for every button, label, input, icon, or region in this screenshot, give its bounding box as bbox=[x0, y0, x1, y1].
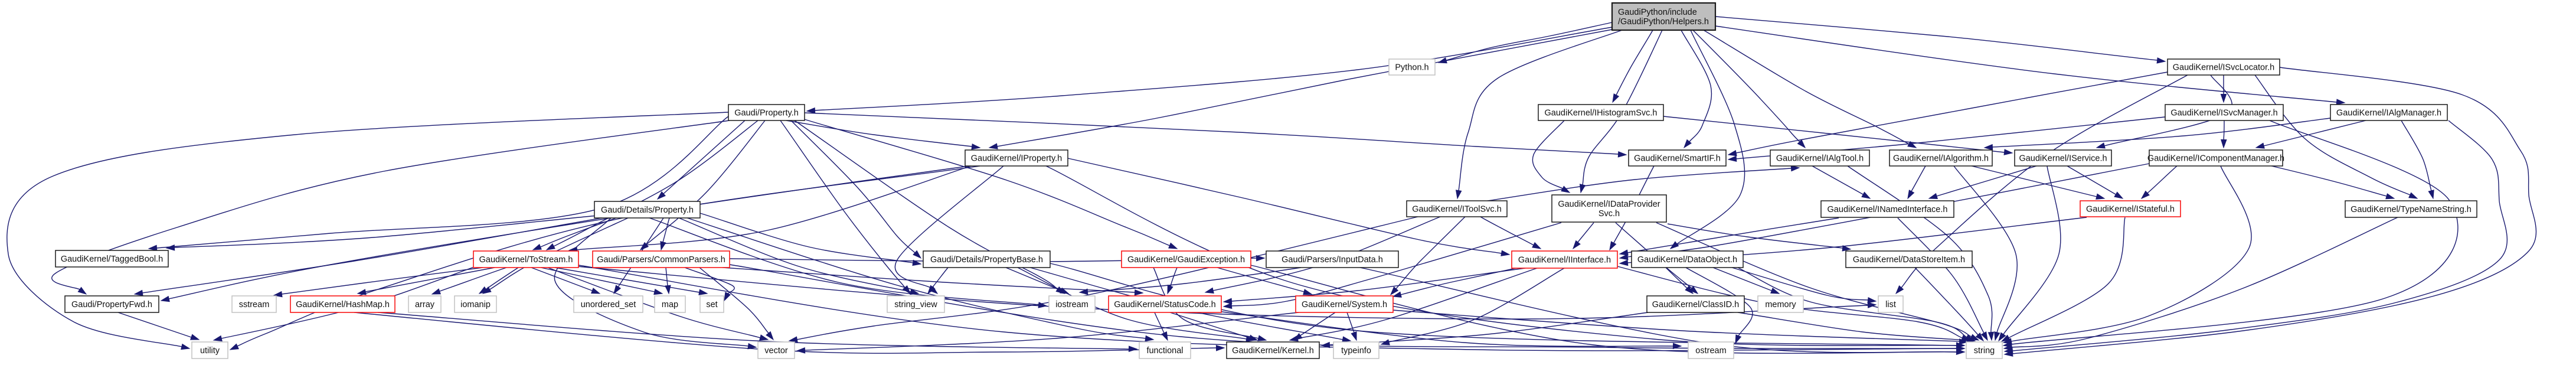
svg-text:GaudiKernel/HashMap.h: GaudiKernel/HashMap.h bbox=[296, 300, 390, 309]
svg-text:Gaudi/Parsers/CommonParsers.h: Gaudi/Parsers/CommonParsers.h bbox=[597, 255, 725, 265]
svg-text:GaudiKernel/ISvcLocator.h: GaudiKernel/ISvcLocator.h bbox=[2173, 63, 2275, 72]
svg-text:GaudiKernel/IComponentManager.: GaudiKernel/IComponentManager.h bbox=[2147, 154, 2284, 163]
svg-text:GaudiKernel/IService.h: GaudiKernel/IService.h bbox=[2019, 154, 2107, 163]
svg-text:iostream: iostream bbox=[1055, 300, 1088, 309]
svg-text:GaudiKernel/INamedInterface.h: GaudiKernel/INamedInterface.h bbox=[1828, 205, 1948, 214]
svg-text:GaudiKernel/SmartIF.h: GaudiKernel/SmartIF.h bbox=[1634, 154, 1721, 163]
svg-text:sstream: sstream bbox=[239, 300, 270, 309]
svg-text:Gaudi/Details/PropertyBase.h: Gaudi/Details/PropertyBase.h bbox=[930, 255, 1043, 265]
svg-text:Gaudi/PropertyFwd.h: Gaudi/PropertyFwd.h bbox=[71, 300, 152, 309]
svg-text:GaudiPython/include: GaudiPython/include bbox=[1618, 8, 1697, 17]
svg-text:functional: functional bbox=[1146, 346, 1183, 356]
svg-text:GaudiKernel/DataStoreItem.h: GaudiKernel/DataStoreItem.h bbox=[1853, 255, 1965, 265]
svg-text:/GaudiPython/Helpers.h: /GaudiPython/Helpers.h bbox=[1618, 17, 1709, 27]
svg-text:Python.h: Python.h bbox=[1395, 63, 1428, 72]
svg-text:ostream: ostream bbox=[1695, 346, 1726, 356]
svg-text:GaudiKernel/IInterface.h: GaudiKernel/IInterface.h bbox=[1518, 255, 1611, 265]
svg-text:GaudiKernel/System.h: GaudiKernel/System.h bbox=[1302, 300, 1387, 309]
svg-text:GaudiKernel/IStateful.h: GaudiKernel/IStateful.h bbox=[2086, 204, 2175, 214]
svg-text:GaudiKernel/TaggedBool.h: GaudiKernel/TaggedBool.h bbox=[61, 255, 163, 264]
svg-text:GaudiKernel/IToolSvc.h: GaudiKernel/IToolSvc.h bbox=[1412, 204, 1502, 214]
svg-text:iomanip: iomanip bbox=[460, 300, 491, 309]
svg-text:GaudiKernel/IAlgTool.h: GaudiKernel/IAlgTool.h bbox=[1776, 154, 1864, 163]
svg-text:string: string bbox=[1974, 346, 1995, 356]
svg-text:GaudiKernel/Kernel.h: GaudiKernel/Kernel.h bbox=[1232, 346, 1314, 356]
svg-text:vector: vector bbox=[764, 346, 788, 356]
svg-text:Gaudi/Property.h: Gaudi/Property.h bbox=[734, 108, 799, 118]
svg-text:GaudiKernel/ClassID.h: GaudiKernel/ClassID.h bbox=[1652, 300, 1740, 309]
svg-text:GaudiKernel/IAlgManager.h: GaudiKernel/IAlgManager.h bbox=[2336, 108, 2441, 118]
svg-text:Gaudi/Details/Property.h: Gaudi/Details/Property.h bbox=[601, 206, 694, 215]
svg-text:GaudiKernel/StatusCode.h: GaudiKernel/StatusCode.h bbox=[1114, 300, 1216, 309]
svg-text:GaudiKernel/GaudiException.h: GaudiKernel/GaudiException.h bbox=[1127, 255, 1245, 265]
svg-text:list: list bbox=[1885, 300, 1896, 309]
svg-text:Gaudi/Parsers/InputData.h: Gaudi/Parsers/InputData.h bbox=[1282, 255, 1383, 265]
svg-text:array: array bbox=[415, 300, 435, 309]
svg-text:GaudiKernel/DataObject.h: GaudiKernel/DataObject.h bbox=[1637, 255, 1737, 265]
svg-text:set: set bbox=[706, 300, 717, 309]
svg-text:memory: memory bbox=[1765, 300, 1796, 309]
svg-text:GaudiKernel/IAlgorithm.h: GaudiKernel/IAlgorithm.h bbox=[1893, 154, 1989, 163]
svg-text:GaudiKernel/ISvcManager.h: GaudiKernel/ISvcManager.h bbox=[2170, 108, 2277, 118]
svg-text:map: map bbox=[662, 300, 678, 309]
svg-text:unordered_set: unordered_set bbox=[581, 300, 636, 309]
svg-text:string_view: string_view bbox=[894, 300, 937, 309]
svg-text:GaudiKernel/IDataProvider: GaudiKernel/IDataProvider bbox=[1558, 200, 1660, 209]
svg-text:Svc.h: Svc.h bbox=[1598, 209, 1620, 219]
svg-text:utility: utility bbox=[200, 346, 220, 356]
svg-text:GaudiKernel/ToStream.h: GaudiKernel/ToStream.h bbox=[479, 255, 573, 265]
svg-text:typeinfo: typeinfo bbox=[1341, 346, 1371, 356]
svg-text:GaudiKernel/IProperty.h: GaudiKernel/IProperty.h bbox=[971, 154, 1062, 163]
svg-text:GaudiKernel/IHistogramSvc.h: GaudiKernel/IHistogramSvc.h bbox=[1545, 108, 1658, 118]
svg-text:GaudiKernel/TypeNameString.h: GaudiKernel/TypeNameString.h bbox=[2351, 205, 2472, 214]
